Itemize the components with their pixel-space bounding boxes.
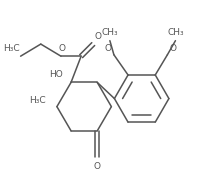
Text: CH₃: CH₃ — [102, 28, 118, 37]
Text: O: O — [105, 44, 112, 53]
Text: O: O — [169, 44, 176, 53]
Text: O: O — [94, 162, 101, 171]
Text: CH₃: CH₃ — [167, 28, 184, 37]
Text: H₃C: H₃C — [3, 44, 20, 53]
Text: O: O — [58, 44, 66, 53]
Text: HO: HO — [49, 70, 63, 79]
Text: O: O — [94, 32, 101, 41]
Text: H₃C: H₃C — [29, 96, 46, 105]
